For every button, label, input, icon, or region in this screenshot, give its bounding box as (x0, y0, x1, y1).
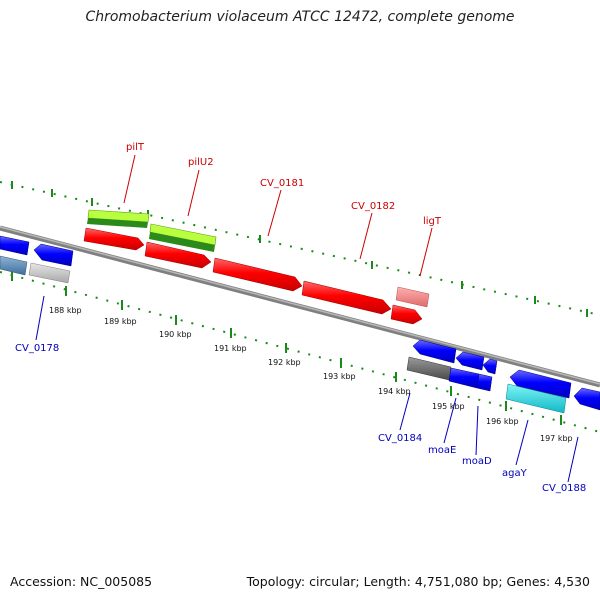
scale-label-197: 197 kbp (540, 434, 573, 443)
reverse-label-leaders (35, 295, 579, 483)
gene-CV_0188[interactable] (573, 387, 600, 411)
scale-label-194: 194 kbp (378, 387, 411, 396)
accession-text: Accession: NC_005085 (10, 574, 153, 589)
gene-moaD[interactable] (476, 373, 493, 392)
gene-agaY[interactable] (505, 383, 567, 414)
gene-CV_0181[interactable] (212, 257, 303, 292)
gene-ligT[interactable] (395, 286, 430, 308)
gene-rev-mid-1[interactable] (455, 351, 485, 371)
scale-label-191: 191 kbp (214, 344, 247, 353)
label-CV_0184[interactable]: CV_0184 (378, 433, 422, 444)
scale-labels: 188 kbp 189 kbp 190 kbp 191 kbp 192 kbp … (49, 306, 573, 443)
gene-rev-mid-2[interactable] (482, 358, 498, 375)
scale-label-196: 196 kbp (486, 417, 519, 426)
gene-CV_0184-blue[interactable] (412, 339, 457, 364)
gene-pilU2-aux-dark[interactable] (149, 232, 215, 252)
gc-track-outer (0, 181, 600, 316)
gene-rev-right-1[interactable] (509, 369, 572, 399)
label-moaE[interactable]: moaE (428, 445, 456, 456)
gene-pilT[interactable] (83, 227, 145, 251)
gene-rev-left-2[interactable] (33, 243, 74, 267)
gene-CV_0183[interactable] (390, 304, 423, 325)
label-pilT[interactable]: pilT (126, 142, 145, 153)
map-title: Chromobacterium violaceum ATCC 12472, co… (85, 9, 515, 25)
gene-moaE[interactable] (448, 367, 480, 389)
scale-label-188: 188 kbp (49, 306, 82, 315)
gene-rev-left-steel[interactable] (0, 255, 28, 276)
label-CV_0182[interactable]: CV_0182 (351, 201, 395, 212)
forward-label-leaders (123, 154, 433, 277)
label-agaY[interactable]: agaY (502, 468, 528, 479)
scale-label-193: 193 kbp (323, 372, 356, 381)
label-CV_0188[interactable]: CV_0188 (542, 483, 586, 494)
gene-CV_0178[interactable] (28, 262, 71, 284)
genome-summary-text: Topology: circular; Length: 4,751,080 bp… (246, 574, 590, 589)
reverse-strand-genes (0, 235, 600, 414)
genome-backbone (0, 225, 600, 388)
gene-CV_0182[interactable] (301, 280, 392, 315)
scale-label-195: 195 kbp (432, 402, 465, 411)
gene-pilU2[interactable] (144, 241, 212, 269)
label-pilU2[interactable]: pilU2 (188, 157, 214, 168)
scale-label-190: 190 kbp (159, 330, 192, 339)
scale-label-189: 189 kbp (104, 317, 137, 326)
scale-label-192: 192 kbp (268, 358, 301, 367)
gc-track-inner (0, 271, 600, 433)
reverse-labels: CV_0178 CV_0184 moaE moaD agaY CV_0188 (15, 343, 586, 494)
label-CV_0178[interactable]: CV_0178 (15, 343, 59, 354)
label-moaD[interactable]: moaD (462, 456, 492, 467)
gene-rev-left-1[interactable] (0, 235, 30, 256)
label-CV_0181[interactable]: CV_0181 (260, 178, 304, 189)
label-ligT[interactable]: ligT (423, 216, 442, 227)
forward-strand-genes (83, 209, 430, 325)
forward-labels: pilT pilU2 CV_0181 CV_0182 ligT (126, 142, 442, 227)
gene-pilT-aux-dark[interactable] (87, 218, 148, 228)
